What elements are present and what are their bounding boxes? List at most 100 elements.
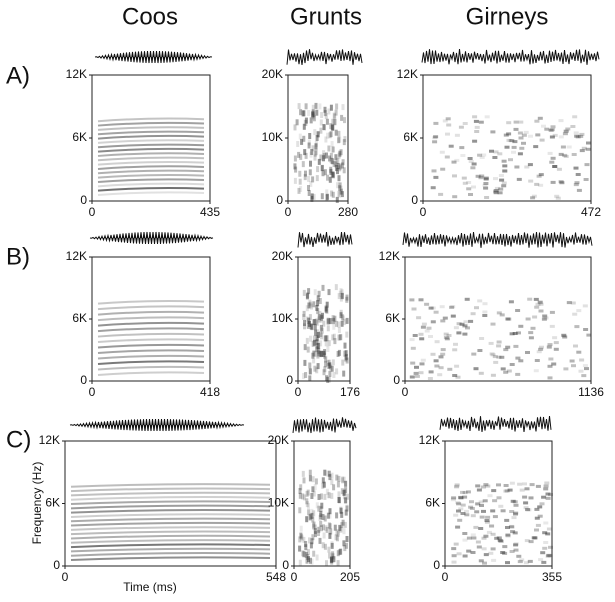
energy — [462, 122, 468, 125]
energy — [541, 317, 547, 321]
x-tick-label: 0 — [420, 205, 427, 219]
energy — [502, 164, 508, 168]
energy — [454, 483, 460, 487]
energy — [462, 532, 468, 535]
energy — [482, 310, 488, 314]
harmonic — [97, 349, 205, 355]
harmonic — [70, 543, 271, 549]
energy — [516, 331, 521, 335]
y-tick-label: 0 — [286, 373, 293, 387]
energy — [522, 495, 528, 499]
energy — [304, 103, 308, 110]
x-tick-label: 418 — [200, 385, 220, 399]
plot-frame — [422, 74, 592, 202]
energy — [305, 337, 309, 344]
energy — [325, 118, 329, 125]
energy — [313, 150, 317, 157]
energy — [316, 295, 320, 302]
energy — [582, 364, 588, 368]
energy — [335, 165, 338, 171]
harmonic — [97, 139, 205, 144]
energy — [430, 306, 436, 310]
energy — [535, 523, 541, 527]
energy — [340, 511, 344, 518]
energy — [302, 123, 306, 130]
energy — [300, 138, 304, 145]
energy — [462, 181, 468, 185]
spectrogram — [97, 299, 205, 376]
energy — [504, 145, 510, 149]
energy — [304, 551, 308, 558]
energy — [459, 146, 465, 150]
energy — [308, 299, 312, 306]
harmonic — [70, 534, 271, 540]
energy — [501, 181, 507, 185]
energy — [409, 375, 415, 379]
energy — [325, 152, 328, 159]
energy — [563, 154, 569, 158]
energy — [460, 490, 465, 494]
energy — [463, 320, 469, 324]
x-tick-label: 0 — [89, 385, 96, 399]
energy — [337, 137, 340, 144]
energy — [334, 162, 338, 169]
harmonic — [70, 496, 271, 501]
energy — [464, 297, 470, 301]
energy — [482, 561, 487, 565]
energy — [319, 340, 323, 347]
energy — [332, 372, 336, 378]
energy — [337, 491, 341, 498]
energy — [493, 191, 499, 195]
energy — [438, 192, 444, 196]
energy — [511, 145, 517, 149]
energy — [319, 119, 323, 126]
y-tick-label: 6K — [72, 130, 87, 144]
energy — [490, 547, 496, 551]
energy — [312, 301, 316, 308]
energy — [579, 358, 585, 362]
energy — [311, 476, 315, 483]
energy — [465, 490, 471, 494]
energy — [330, 479, 334, 486]
harmonic — [70, 487, 271, 493]
energy — [534, 528, 539, 532]
waveform — [89, 231, 214, 245]
energy — [322, 351, 326, 357]
energy — [482, 314, 488, 317]
energy — [317, 158, 321, 165]
energy — [345, 505, 349, 512]
energy — [522, 482, 527, 486]
energy — [542, 531, 548, 535]
y-tick-label: 0 — [393, 373, 400, 387]
energy — [511, 516, 517, 520]
energy — [549, 324, 555, 328]
energy — [511, 150, 516, 154]
x-tick-label: 0 — [285, 205, 292, 219]
harmonic — [97, 160, 205, 166]
energy — [297, 103, 301, 110]
energy — [309, 117, 313, 124]
energy — [549, 160, 555, 164]
energy — [319, 511, 323, 517]
energy — [333, 114, 337, 120]
energy — [346, 493, 349, 500]
column-title: Grunts — [290, 3, 362, 30]
energy — [549, 135, 555, 139]
energy — [503, 348, 509, 352]
energy — [298, 178, 302, 185]
energy — [338, 191, 342, 198]
harmonic — [70, 500, 271, 506]
energy — [310, 193, 314, 200]
energy — [496, 536, 502, 540]
energy — [478, 527, 484, 530]
energy — [312, 319, 316, 326]
waveform — [292, 417, 357, 434]
energy — [343, 521, 347, 528]
energy — [505, 561, 510, 565]
energy — [480, 485, 486, 489]
energy — [323, 169, 327, 176]
energy — [344, 353, 348, 360]
energy — [523, 501, 529, 505]
energy — [331, 315, 335, 322]
energy — [509, 550, 515, 553]
